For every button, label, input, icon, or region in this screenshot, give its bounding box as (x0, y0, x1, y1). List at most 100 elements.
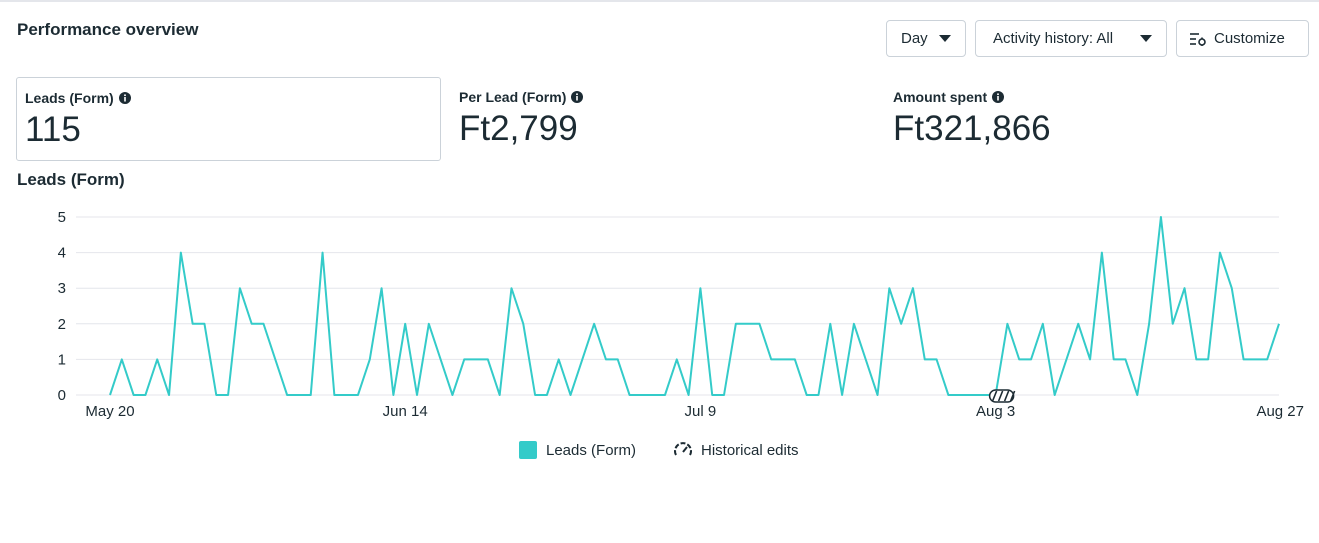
data-point[interactable] (153, 355, 161, 363)
data-point[interactable] (1003, 320, 1011, 328)
data-point[interactable] (590, 320, 598, 328)
data-point[interactable] (1027, 355, 1035, 363)
data-point[interactable] (909, 284, 917, 292)
data-point[interactable] (767, 355, 775, 363)
data-point[interactable] (814, 391, 822, 399)
data-point[interactable] (484, 355, 492, 363)
data-point[interactable] (661, 391, 669, 399)
data-point[interactable] (885, 284, 893, 292)
leads-line-chart[interactable]: 0 1 2 3 4 5 May 20 Jun 14 Jul 9 Aug 3 Aug 27 (0, 200, 1319, 425)
data-point[interactable] (212, 391, 220, 399)
legend-item-historical-edits[interactable]: Historical edits (673, 441, 799, 459)
data-point[interactable] (141, 391, 149, 399)
metric-card-leads[interactable]: Leads (Form) 115 (16, 77, 441, 161)
data-point[interactable] (614, 355, 622, 363)
info-icon[interactable] (992, 91, 1005, 103)
data-point[interactable] (519, 320, 527, 328)
data-point[interactable] (1181, 284, 1189, 292)
data-point[interactable] (330, 391, 338, 399)
data-point[interactable] (874, 391, 882, 399)
data-point[interactable] (626, 391, 634, 399)
data-point[interactable] (448, 391, 456, 399)
data-point[interactable] (1062, 355, 1070, 363)
data-point[interactable] (354, 391, 362, 399)
data-point[interactable] (720, 391, 728, 399)
data-point[interactable] (897, 320, 905, 328)
data-point[interactable] (826, 320, 834, 328)
data-point[interactable] (271, 355, 279, 363)
metric-card-per-lead[interactable]: Per Lead (Form) Ft2,799 (451, 77, 871, 161)
data-point[interactable] (673, 355, 681, 363)
data-point[interactable] (968, 391, 976, 399)
data-point[interactable] (177, 249, 185, 257)
data-point[interactable] (496, 391, 504, 399)
data-point[interactable] (319, 249, 327, 257)
legend-item-leads[interactable]: Leads (Form) (519, 441, 636, 459)
data-point[interactable] (708, 391, 716, 399)
data-point[interactable] (130, 391, 138, 399)
data-point[interactable] (460, 355, 468, 363)
data-point[interactable] (980, 391, 988, 399)
data-point[interactable] (803, 391, 811, 399)
data-point[interactable] (732, 320, 740, 328)
data-point[interactable] (401, 320, 409, 328)
data-point[interactable] (413, 391, 421, 399)
data-point[interactable] (1051, 391, 1059, 399)
data-point[interactable] (1251, 355, 1259, 363)
data-point[interactable] (248, 320, 256, 328)
data-point[interactable] (307, 391, 315, 399)
data-point[interactable] (1240, 355, 1248, 363)
data-point[interactable] (1192, 355, 1200, 363)
data-point[interactable] (1074, 320, 1082, 328)
data-point[interactable] (1110, 355, 1118, 363)
activity-history-dropdown[interactable]: Activity history: All (975, 20, 1167, 57)
data-point[interactable] (567, 391, 575, 399)
data-point[interactable] (1098, 249, 1106, 257)
info-icon[interactable] (118, 92, 131, 104)
data-point[interactable] (472, 355, 480, 363)
data-point[interactable] (378, 284, 386, 292)
data-point[interactable] (366, 355, 374, 363)
data-point[interactable] (696, 284, 704, 292)
data-point[interactable] (543, 391, 551, 399)
data-point[interactable] (862, 355, 870, 363)
data-point[interactable] (1086, 355, 1094, 363)
data-point[interactable] (1039, 320, 1047, 328)
data-point[interactable] (1015, 355, 1023, 363)
data-point[interactable] (1216, 249, 1224, 257)
data-point[interactable] (1263, 355, 1271, 363)
data-point[interactable] (389, 391, 397, 399)
data-point[interactable] (850, 320, 858, 328)
data-point[interactable] (755, 320, 763, 328)
data-point[interactable] (437, 355, 445, 363)
data-point[interactable] (342, 391, 350, 399)
data-point[interactable] (685, 391, 693, 399)
customize-button[interactable]: Customize (1176, 20, 1309, 57)
data-point[interactable] (933, 355, 941, 363)
series-line-leads[interactable] (109, 216, 1280, 396)
data-point[interactable] (1169, 320, 1177, 328)
data-point[interactable] (1121, 355, 1129, 363)
data-point[interactable] (236, 284, 244, 292)
data-point[interactable] (944, 391, 952, 399)
data-point[interactable] (189, 320, 197, 328)
data-point[interactable] (224, 391, 232, 399)
info-icon[interactable] (571, 91, 584, 103)
data-point[interactable] (425, 320, 433, 328)
data-point[interactable] (118, 355, 126, 363)
data-point[interactable] (649, 391, 657, 399)
data-point[interactable] (165, 391, 173, 399)
data-point[interactable] (555, 355, 563, 363)
data-point[interactable] (1157, 213, 1165, 221)
data-point[interactable] (106, 391, 114, 399)
data-point[interactable] (295, 391, 303, 399)
data-point[interactable] (602, 355, 610, 363)
edit-marker-icon[interactable] (988, 389, 1016, 403)
data-point[interactable] (838, 391, 846, 399)
data-point[interactable] (578, 355, 586, 363)
data-point[interactable] (921, 355, 929, 363)
data-point[interactable] (1133, 391, 1141, 399)
data-point[interactable] (744, 320, 752, 328)
data-point[interactable] (200, 320, 208, 328)
data-point[interactable] (1204, 355, 1212, 363)
